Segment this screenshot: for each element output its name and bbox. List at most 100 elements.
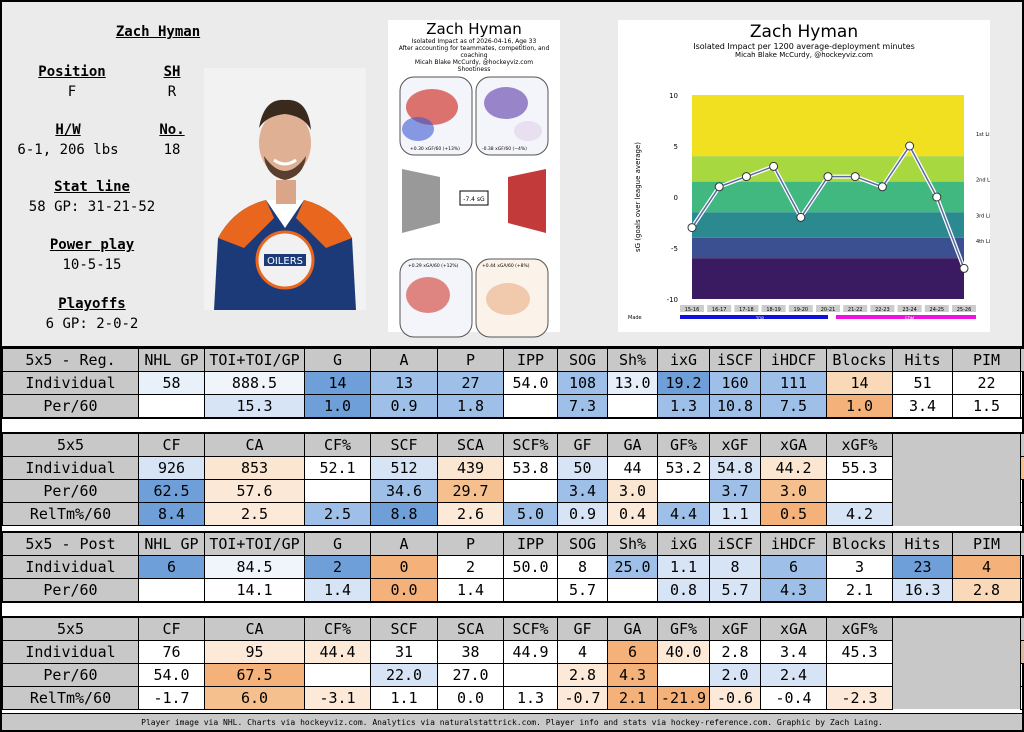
season-box — [897, 305, 922, 312]
column-header: FO% — [1020, 348, 1024, 372]
column-header: GF% — [657, 433, 710, 457]
number-block: No. 18 — [159, 122, 185, 158]
x-tick-label: 16-17 — [712, 307, 727, 313]
stat-cell: 76 — [138, 639, 205, 664]
stat-cell: 16.3 — [892, 577, 953, 602]
stat-cell: 3.0 — [607, 479, 658, 503]
column-header — [892, 616, 1021, 640]
x-tick-label: 23-24 — [902, 307, 917, 313]
stat-cell: 2.8 — [952, 577, 1021, 602]
stat-line-block: Stat line 58 GP: 31-21-52 — [28, 179, 156, 215]
y-tick-label: 0 — [674, 194, 678, 202]
column-header: Blocks — [826, 531, 893, 556]
column-header: SCF — [370, 616, 438, 641]
stat-cell: 44.9 — [503, 639, 558, 664]
x-tick-label: 25-26 — [957, 307, 972, 313]
position-block: Position F — [38, 64, 106, 100]
stat-cell: 111 — [760, 371, 827, 395]
stat-cell: 2.4 — [760, 662, 827, 687]
stat-cell — [826, 479, 893, 503]
made-label: Made — [628, 315, 642, 319]
stat-cell: 54.0 — [503, 371, 558, 395]
stat-cell — [503, 577, 558, 602]
stat-cell: 67.5 — [204, 662, 305, 687]
row-label: Individual — [2, 554, 139, 579]
stat-cell: 2 — [304, 554, 371, 579]
table-row: Individual 58 888.5 14 13 27 54.0 108 13.0 19.2 16… — [2, 371, 1024, 395]
shoots-block: SH R — [163, 64, 181, 100]
column-header: ixG — [657, 348, 710, 372]
stat-cell: 57.6 — [204, 479, 305, 503]
data-point — [796, 212, 806, 222]
spacer — [2, 601, 1022, 617]
season-box — [952, 305, 976, 312]
stat-cell — [503, 662, 558, 687]
y-tick-label: -10 — [667, 296, 678, 304]
x-tick-label: 21-22 — [848, 307, 863, 313]
stat-cell: -0.6 — [709, 685, 761, 710]
stat-cell: 8.4 — [138, 502, 205, 526]
x-tick-label: 15-16 — [685, 307, 700, 313]
stat-cell: 7.3 — [557, 394, 608, 418]
stat-cell — [1020, 662, 1024, 687]
stat-cell: 1.1 — [657, 554, 710, 579]
column-header: TOI+TOI/GP — [204, 348, 305, 372]
stat-cell — [892, 479, 1021, 503]
stat-cell: 2.1 — [607, 685, 658, 710]
line-label: 3rd Line — [976, 213, 990, 219]
section-header: 5x5 — [2, 616, 139, 641]
header-panel: Zach Hyman Position F SH R H/W 6-1, 206 lbs… — [2, 2, 1022, 348]
stat-cell: 2.8 — [709, 639, 761, 664]
column-header: A — [370, 348, 438, 372]
stat-cell: 6 — [607, 639, 658, 664]
y-tick-label: 5 — [674, 143, 678, 151]
season-box — [734, 305, 759, 312]
rink-xga2-label: +0.44 xGA/60 (+8%) — [482, 263, 530, 269]
spacer — [2, 418, 1022, 433]
rink-xgf-label: +0.30 xGF/60 (+13%) — [410, 146, 460, 152]
stat-cell: 888.5 — [204, 371, 305, 395]
column-header: CA — [204, 433, 305, 457]
row-label: RelTm%/60 — [2, 502, 139, 526]
column-header: CF — [138, 616, 205, 641]
column-header: Blocks — [826, 348, 893, 372]
stat-cell: 22.0 — [370, 662, 438, 687]
stat-cell: 54.8 — [709, 456, 761, 480]
column-header: A — [370, 531, 438, 556]
stat-cell: 95 — [204, 639, 305, 664]
stat-cell: 8 — [557, 554, 608, 579]
isolated-impact-chart: 10 5 0 -5 -10 15-16 16-17 17-18 18-19 19-20 20-21 2… — [622, 92, 998, 327]
column-header: Hits — [892, 348, 953, 372]
season-box — [761, 305, 786, 312]
row-label: Per/60 — [2, 479, 139, 503]
column-header: CF — [138, 433, 205, 457]
stat-cell — [826, 662, 893, 687]
stat-cell: 160 — [709, 371, 761, 395]
stat-cell: 10.8 — [709, 394, 761, 418]
data-point — [905, 141, 915, 151]
row-label: Per/60 — [2, 662, 139, 687]
stat-cell: 4.3 — [607, 662, 658, 687]
stat-cell — [304, 479, 371, 503]
x-tick-label: 17-18 — [739, 307, 754, 313]
column-header: G — [304, 348, 371, 372]
column-header: FO% — [1020, 531, 1024, 556]
stat-cell — [657, 479, 710, 503]
stat-cell: 0.9 — [557, 502, 608, 526]
column-header: PIM — [952, 348, 1021, 372]
stat-cell — [657, 662, 710, 687]
x-tick-label: 20-21 — [821, 307, 836, 313]
stat-cell: 0.8 — [657, 577, 710, 602]
team-bar-tor — [680, 315, 828, 321]
stat-cell: 7.5 — [760, 394, 827, 418]
playoffs-section: 5x5 - Post NHL GP TOI+TOI/GP G A P IPP SOG Sh% ix… — [2, 531, 1024, 710]
stat-cell: 4 — [557, 639, 608, 664]
stat-cell: -0.7 — [557, 685, 608, 710]
stat-cell: 0 — [370, 554, 438, 579]
stat-cell: -3.1 — [304, 685, 371, 710]
stat-cell: 926 — [138, 456, 205, 480]
stat-cell: 0.0 — [370, 577, 438, 602]
stat-cell — [503, 394, 558, 418]
column-header: SOG — [557, 348, 608, 372]
stat-cell: 3.4 — [557, 479, 608, 503]
